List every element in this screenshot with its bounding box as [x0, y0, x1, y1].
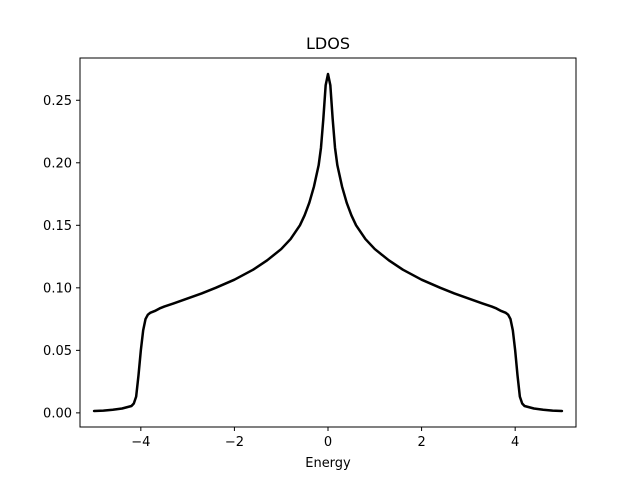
x-tick-label: −4	[131, 435, 150, 450]
y-tick-label: 0.00	[43, 406, 72, 421]
ldos-series-line	[92, 72, 564, 413]
chart-title: LDOS	[306, 34, 350, 53]
x-axis-label: Energy	[305, 456, 351, 471]
y-tick-label: 0.10	[43, 281, 72, 296]
x-tick-label: 4	[511, 435, 519, 450]
x-tick-label: −2	[225, 435, 244, 450]
y-tick-label: 0.25	[43, 94, 72, 109]
y-axis-ticks: 0.00 0.05 0.10 0.15 0.20 0.25	[43, 94, 80, 421]
x-axis-ticks: −4 −2 0 2 4	[131, 427, 519, 450]
y-tick-label: 0.20	[43, 156, 72, 171]
x-tick-label: 0	[324, 435, 332, 450]
x-tick-label: 2	[417, 435, 425, 450]
y-tick-label: 0.15	[43, 219, 72, 234]
y-tick-label: 0.05	[43, 344, 72, 359]
